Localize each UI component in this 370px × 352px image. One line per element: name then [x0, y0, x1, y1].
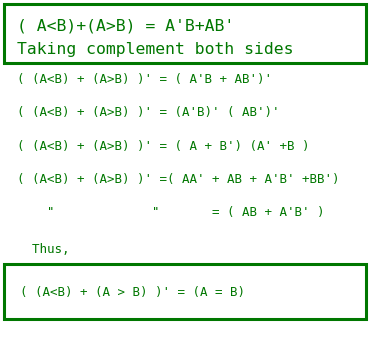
- Text: "             "       = ( AB + A'B' ): " " = ( AB + A'B' ): [17, 207, 324, 219]
- Text: ( (A<B) + (A>B) )' = (A'B)' ( AB')': ( (A<B) + (A>B) )' = (A'B)' ( AB')': [17, 106, 279, 119]
- Text: Taking complement both sides: Taking complement both sides: [17, 43, 293, 57]
- Bar: [4, 264, 366, 319]
- Text: ( A<B)+(A>B) = A'B+AB': ( A<B)+(A>B) = A'B+AB': [17, 19, 234, 34]
- Text: ( (A<B) + (A>B) )' = ( A + B') (A' +B ): ( (A<B) + (A>B) )' = ( A + B') (A' +B ): [17, 140, 309, 152]
- Text: ( (A<B) + (A > B) )' = (A = B): ( (A<B) + (A > B) )' = (A = B): [20, 287, 245, 299]
- Bar: [4, 4, 366, 63]
- Text: Thus,: Thus,: [17, 244, 69, 256]
- Text: ( (A<B) + (A>B) )' = ( A'B + AB')': ( (A<B) + (A>B) )' = ( A'B + AB')': [17, 73, 272, 86]
- Text: ( (A<B) + (A>B) )' =( AA' + AB + A'B' +BB'): ( (A<B) + (A>B) )' =( AA' + AB + A'B' +B…: [17, 173, 339, 186]
